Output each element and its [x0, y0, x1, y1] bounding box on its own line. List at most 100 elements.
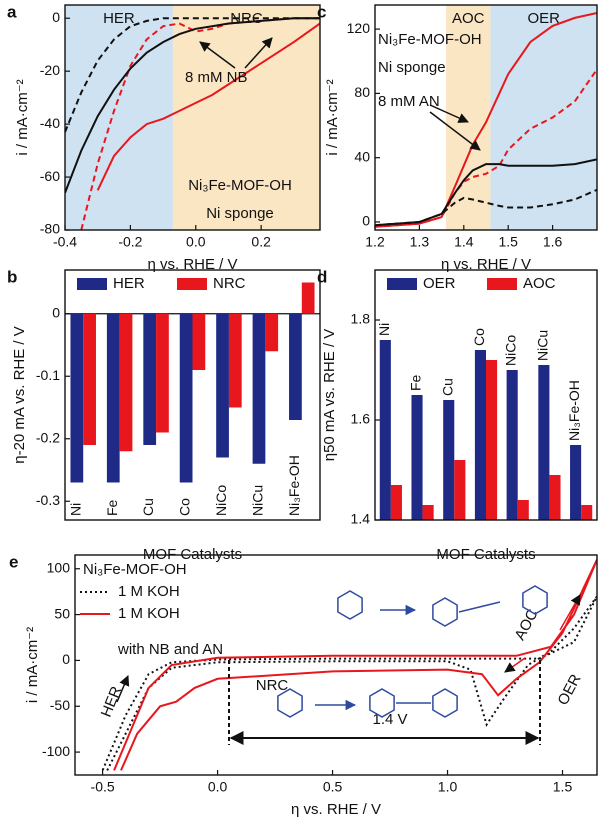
data-line: [96, 22, 320, 191]
bar: [538, 365, 550, 520]
annotation: AOC: [511, 606, 541, 643]
molecule-ring: [432, 688, 458, 718]
bar: [216, 313, 229, 458]
legend-label: NRC: [213, 275, 246, 292]
y-tick-label: 40: [354, 148, 370, 164]
x-tick-label: 1.2: [365, 234, 385, 250]
y-tick-label: -100: [42, 743, 70, 759]
arrow: [429, 111, 481, 151]
category-label: Co: [471, 328, 487, 346]
x-tick-label: 0.0: [208, 779, 228, 795]
legend-swatch: [177, 278, 207, 290]
y-tick-label: 120: [347, 20, 371, 36]
y-tick-label: 1.6: [351, 411, 371, 427]
region: [172, 5, 320, 230]
panel-letter: d: [317, 267, 327, 286]
x-tick-label: 1.5: [553, 779, 573, 795]
data-line: [113, 559, 597, 771]
x-tick-label: -0.4: [53, 234, 77, 250]
bar: [581, 505, 593, 520]
y-tick-label: -60: [40, 168, 60, 184]
legend-swatch: [487, 278, 517, 290]
molecule-ring: [277, 688, 303, 718]
y-axis-label: i / mA·cm⁻²: [14, 79, 31, 155]
x-tick-label: 0.0: [186, 234, 206, 250]
y-axis-label: i / mA·cm⁻²: [24, 627, 41, 703]
y-tick-label: 1.4: [351, 511, 371, 527]
molecule-ring: [432, 597, 458, 627]
x-axis-label: η vs. RHE / V: [441, 256, 531, 273]
x-tick-label: 1.3: [410, 234, 430, 250]
panel: AOC OER 0 40 80 120 i / mA·cm⁻² η vs. RHE / V c 1…: [317, 2, 598, 273]
data-line: [375, 188, 597, 227]
x-tick-label: -0.5: [91, 779, 115, 795]
axes-frame: [64, 269, 321, 521]
data-line: [101, 595, 597, 771]
region-label: OER: [527, 10, 560, 27]
bar: [474, 350, 486, 520]
bar: [301, 282, 315, 314]
region: [65, 5, 173, 230]
y-axis-label: η-20 mA vs. RHE / V: [11, 326, 28, 464]
arrow: [116, 675, 130, 703]
y-tick-label: 100: [47, 559, 71, 575]
x-axis-label: η vs. RHE / V: [291, 801, 381, 818]
y-tick-label: 0: [52, 304, 60, 320]
category-label: Co: [177, 498, 193, 516]
bar: [156, 313, 169, 433]
arrow: [199, 41, 236, 69]
x-tick-label: 1.6: [543, 234, 563, 250]
y-tick-label: -0.2: [36, 429, 60, 445]
series-label: Ni₃Fe-MOF-OH: [188, 177, 292, 194]
x-tick-label: 1.5: [498, 234, 518, 250]
y-tick-label: -0.3: [36, 492, 60, 508]
category-label: Cu: [439, 378, 455, 396]
category-label: Ni: [376, 323, 392, 336]
series-label: Ni sponge: [206, 205, 274, 222]
bar: [289, 313, 302, 420]
annotation: with NB and AN: [117, 641, 223, 658]
y-tick-label: 1.8: [351, 311, 371, 327]
annotation: 8 mM AN: [378, 93, 440, 110]
molecule-ring: [337, 590, 363, 620]
bar: [119, 313, 133, 452]
y-axis-label: η50 mA vs. RHE / V: [321, 329, 338, 462]
category-label: Ni: [67, 503, 83, 516]
bar: [228, 313, 242, 408]
annotation: 1.4 V: [372, 711, 407, 728]
bar: [70, 313, 84, 483]
legend-label: HER: [113, 275, 145, 292]
annotation: HER: [98, 684, 126, 720]
y-axis-label: i / mA·cm⁻²: [324, 79, 341, 155]
region: [490, 5, 597, 230]
arrow: [429, 104, 469, 123]
x-tick-label: -0.2: [118, 234, 142, 250]
bar: [83, 313, 96, 445]
y-tick-label: 50: [54, 605, 70, 621]
y-tick-label: -0.1: [36, 367, 60, 383]
legend-swatch: [77, 278, 107, 290]
category-label: Ni₃Fe-OH: [566, 380, 582, 441]
legend-label: OER: [423, 275, 456, 292]
data-line: [65, 17, 320, 194]
category-label: NiCo: [213, 485, 229, 516]
region-label: HER: [103, 10, 135, 27]
annotation: 8 mM NB: [185, 69, 248, 86]
arrow: [244, 37, 273, 69]
category-label: Fe: [408, 374, 424, 391]
bar: [422, 505, 434, 520]
data-line: [375, 12, 597, 228]
panel-letter: c: [317, 2, 326, 21]
bar: [570, 445, 582, 520]
bar: [549, 475, 561, 520]
panel-letter: b: [7, 267, 17, 286]
y-tick-label: -80: [40, 221, 60, 237]
annotation: OER: [554, 671, 584, 708]
bond: [458, 601, 501, 613]
bar: [265, 313, 279, 352]
y-tick-label: 0: [362, 213, 370, 229]
legend-label: 1 M KOH: [118, 605, 180, 622]
